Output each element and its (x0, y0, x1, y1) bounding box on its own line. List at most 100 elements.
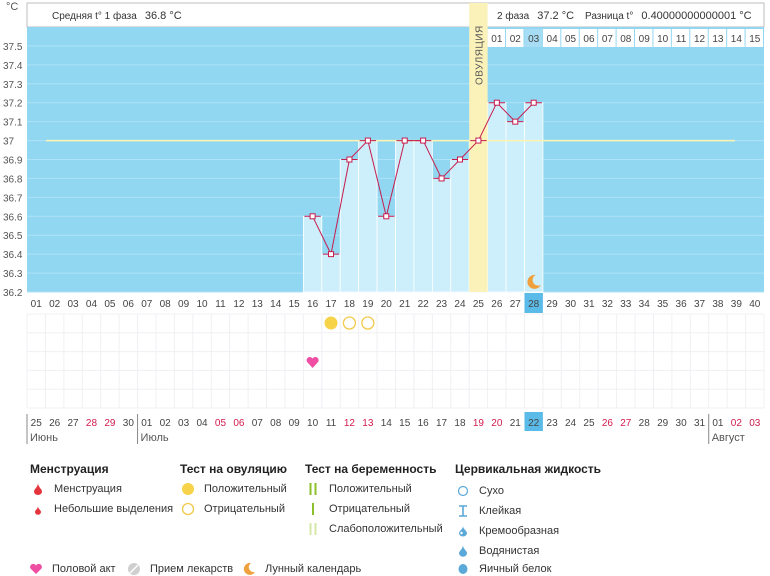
post-ovulation-cell (708, 29, 727, 47)
post-ovulation-cell (487, 29, 506, 47)
calendar-date-label: 12 (344, 418, 356, 429)
eggwhite-drop-icon (455, 562, 471, 576)
legend-ovulation-positive-label: Положительный (204, 483, 287, 495)
post-ovulation-day-label: 11 (676, 34, 687, 45)
temperature-segment (349, 140, 369, 160)
temperature-point (364, 137, 371, 144)
post-ovulation-day-label: 09 (639, 34, 651, 45)
cycle-day-label: 10 (196, 299, 208, 310)
cycle-day-label: 21 (399, 299, 411, 310)
cycle-day-label: 18 (344, 299, 356, 310)
post-ovulation-day-label: 06 (583, 34, 595, 45)
legend-ovulation-test-title: Тест на овуляцию (180, 462, 287, 476)
legend-spotting-label: Небольшие выделения (54, 503, 174, 515)
cycle-day-label: 19 (362, 299, 374, 310)
post-ovulation-cell (727, 29, 745, 47)
month-label: Июнь (30, 432, 58, 444)
y-axis: 36.2 36.3 36.4 36.5 36.6 36.7 36.8 36.9 37 37.1 37… (3, 42, 23, 299)
cycle-day-label: 08 (160, 299, 172, 310)
calendar-date-label: 30 (676, 418, 688, 429)
y-tick-label: 36.2 (3, 288, 23, 299)
dry-drop-icon (455, 484, 471, 498)
phase1-label: Средняя t° 1 фаза (52, 10, 137, 22)
temperature-bar (413, 140, 433, 293)
legend-pregnancy-faint: Слабоположительный (305, 522, 443, 536)
cycle-day-label: 32 (602, 299, 614, 310)
ovulation-column: ОВУЛЯЦИЯ (469, 3, 488, 292)
cycle-day-label: 29 (547, 299, 559, 310)
intercourse-markers (306, 356, 319, 368)
temperature-point (438, 175, 445, 182)
post-ovulation-cell (542, 29, 561, 47)
cycle-day-label: 13 (252, 299, 264, 310)
legend-cervical-eggwhite: Яичный белок (455, 562, 551, 576)
post-ovulation-day-label: 08 (620, 34, 632, 45)
temperature-segment (459, 140, 479, 160)
diff-label: Разница t° (585, 11, 633, 22)
y-axis-unit-label: °C (6, 1, 18, 13)
phase2-label: 2 фаза (497, 10, 530, 22)
calendar-date-label: 26 (602, 418, 614, 429)
heart-icon (28, 562, 44, 576)
svg-text:Разница t° 0.4000000000000: Разница t° 0.40000000000001 °C (585, 10, 752, 22)
legend-medication-label: Прием лекарств (150, 563, 234, 575)
cycle-day-label: 17 (325, 299, 337, 310)
temperature-segment (367, 140, 387, 217)
temperature-bars (302, 102, 544, 293)
calendar-date-label: 15 (399, 418, 411, 429)
legend-cervical-creamy: Кремообразная (455, 524, 559, 538)
y-tick-label: 37.4 (3, 61, 23, 72)
y-tick-label: 37.5 (3, 42, 23, 53)
cycle-day-label: 01 (31, 299, 43, 310)
cycle-day-label: 12 (233, 299, 245, 310)
cycle-day-label: 11 (215, 299, 226, 310)
y-tick-label: 37 (3, 137, 15, 148)
temperature-points (304, 99, 542, 258)
legend-pregnancy-test-title: Тест на беременность (305, 462, 437, 476)
temperature-point (456, 156, 463, 163)
temperature-bar (339, 159, 360, 293)
calendar-date-label: 27 (620, 418, 632, 429)
cycle-day-label: 24 (454, 299, 466, 310)
post-ovulation-cell (635, 29, 653, 47)
legend-pregnancy-positive: Положительный (305, 482, 412, 496)
legend-moon: Лунный календарь (241, 562, 361, 576)
post-ovulation-day-label: 10 (657, 34, 669, 45)
calendar-date-label: 20 (491, 418, 503, 429)
legend-cervical-sticky: Клейкая (455, 504, 521, 518)
cycle-day-label: 16 (307, 299, 319, 310)
temperature-point (475, 137, 482, 144)
legend-intercourse: Половой акт (28, 562, 116, 576)
observation-grid (26, 313, 765, 409)
calendar-date-label: 17 (436, 418, 448, 429)
post-ovulation-cell (745, 29, 763, 47)
legend-menstruation-label: Менструация (54, 483, 122, 495)
pill-icon (126, 562, 142, 576)
temperature-segment (330, 159, 350, 255)
legend-ovulation-positive: Положительный (180, 482, 287, 496)
y-tick-label: 36.4 (3, 250, 23, 261)
calendar-date-label: 07 (252, 418, 264, 429)
temperature-point (530, 99, 537, 106)
moon-icon (241, 562, 257, 576)
cycle-day-label: 37 (694, 299, 706, 310)
post-ovulation-day-label: 02 (510, 34, 522, 45)
legend-moon-label: Лунный календарь (265, 563, 362, 575)
diff-value: 0.40000000000001 °C (641, 10, 751, 22)
post-ovulation-cell (616, 29, 635, 47)
cycle-day-label: 40 (749, 299, 761, 310)
calendar-date-label: 23 (547, 418, 559, 429)
temperature-point (309, 213, 316, 220)
calendar-date-label: 27 (68, 418, 80, 429)
ovulation-label: ОВУЛЯЦИЯ (474, 25, 485, 85)
phase1-value: 36.8 °C (145, 10, 182, 22)
post-ovulation-day-label: 05 (565, 34, 577, 45)
calendar-date-label: 22 (528, 418, 540, 429)
cycle-day-row: 01 02 03 04 05 06 07 08 09 10 11 12 13 14 15 16 17 18 19 20… (31, 293, 761, 313)
legend-ovulation-negative-label: Отрицательный (204, 503, 285, 515)
post-ovulation-cell (690, 29, 708, 47)
legend-medication: Прием лекарств (126, 562, 233, 576)
cycle-day-label: 02 (49, 299, 61, 310)
temperature-segment (385, 140, 406, 217)
today-cell (524, 293, 543, 313)
